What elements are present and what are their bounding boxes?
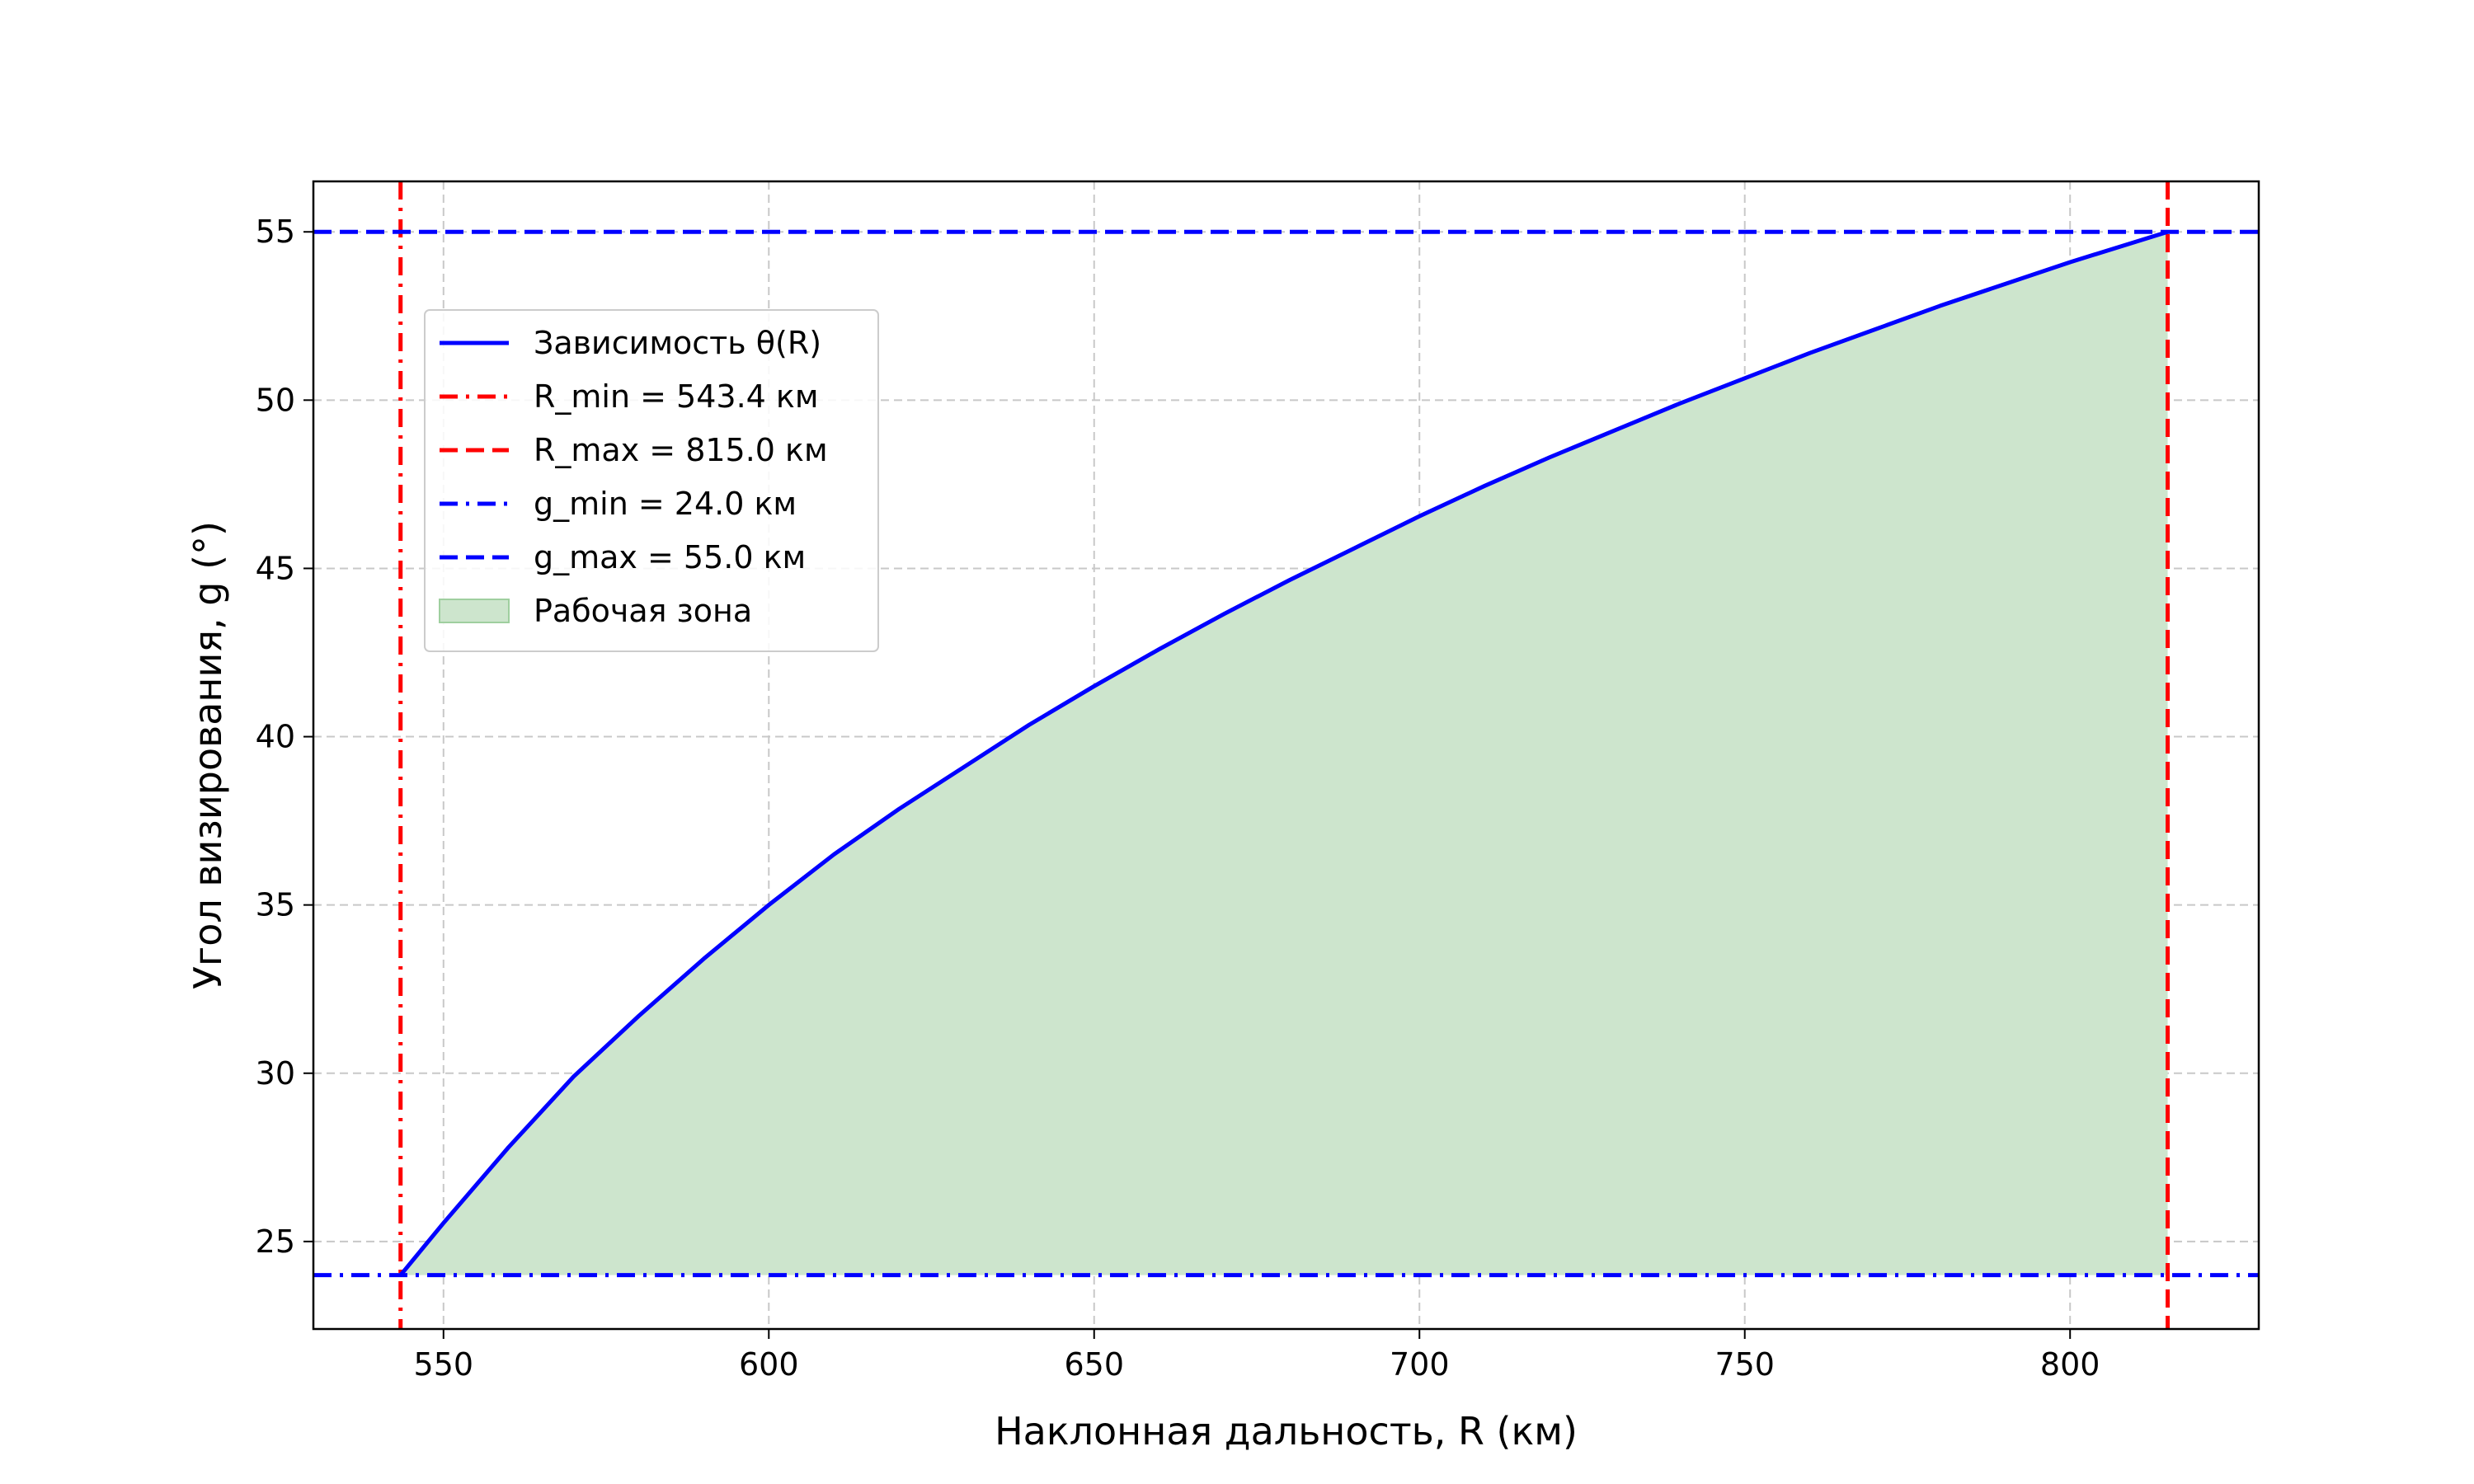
- y-tick-label: 50: [256, 382, 295, 418]
- x-tick-label: 700: [1390, 1346, 1450, 1383]
- legend-label: R_min = 543.4 км: [534, 378, 819, 415]
- y-tick-label: 40: [256, 719, 295, 755]
- x-tick-label: 600: [739, 1346, 799, 1383]
- legend-swatch: [439, 599, 510, 623]
- legend-label: Рабочая зона: [534, 593, 752, 629]
- legend-label: g_max = 55.0 км: [534, 539, 806, 575]
- y-tick-label: 45: [256, 550, 295, 586]
- x-axis-label: Наклонная дальность, R (км): [995, 1409, 1578, 1453]
- y-tick-label: 55: [256, 214, 295, 250]
- legend: Зависимость θ(R) R_min = 543.4 км R_max = …: [424, 309, 879, 652]
- x-tick-label: 650: [1064, 1346, 1124, 1383]
- legend-label: g_min = 24.0 км: [534, 486, 797, 522]
- x-tick-label: 750: [1714, 1346, 1775, 1383]
- plot-area: [313, 181, 2259, 1329]
- x-tick-label: 800: [2040, 1346, 2100, 1383]
- plot-frame: [312, 180, 2260, 1331]
- legend-box: [424, 309, 879, 652]
- x-tick-label: 550: [414, 1346, 474, 1383]
- legend-label: Зависимость θ(R): [534, 325, 821, 361]
- series-line-theta: [398, 229, 2169, 1277]
- y-axis-label: Угол визирования, g (°): [186, 521, 230, 989]
- y-tick-label: 35: [256, 887, 295, 923]
- working-zone-fill: [400, 232, 2168, 1275]
- y-tick-label: 30: [256, 1055, 295, 1092]
- legend-label: R_max = 815.0 км: [534, 432, 828, 468]
- y-tick-label: 25: [256, 1223, 295, 1260]
- axis-ticks: 550 600 650 700 750 800 25 30 35 40 45 50 55: [256, 214, 2100, 1383]
